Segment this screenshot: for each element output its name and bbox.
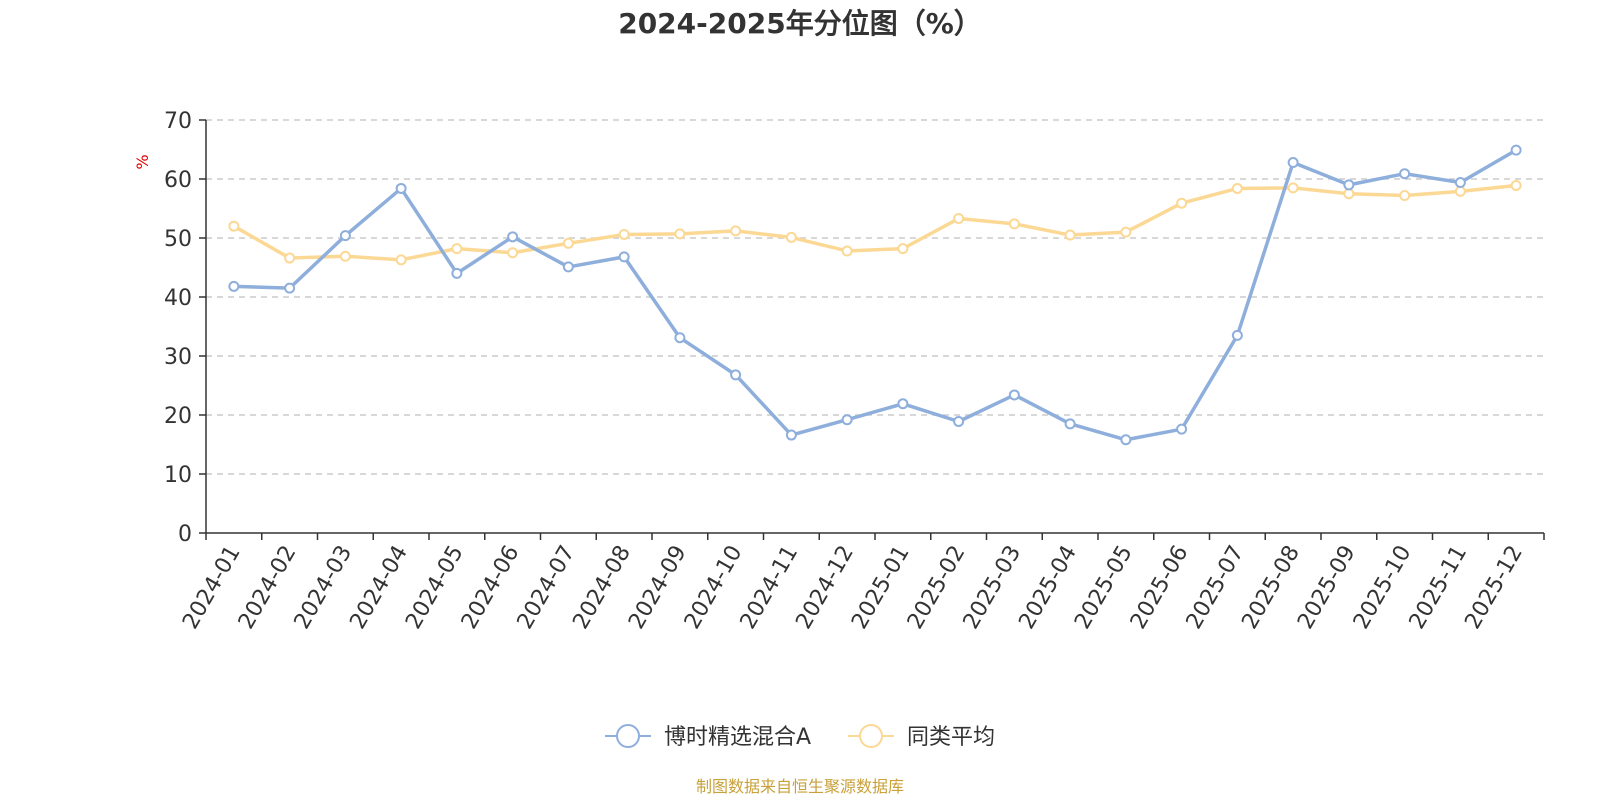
data-point[interactable] [1064, 418, 1076, 430]
axes: 0102030405060702024-012024-022024-032024… [164, 109, 1545, 633]
data-point[interactable] [562, 237, 574, 249]
series-layer [228, 144, 1522, 446]
data-point[interactable] [953, 213, 965, 225]
data-point[interactable] [1120, 226, 1132, 238]
data-point[interactable] [618, 228, 630, 240]
series-2 [228, 179, 1522, 266]
data-point[interactable] [730, 369, 742, 381]
series-1 [228, 144, 1522, 446]
data-point[interactable] [451, 267, 463, 279]
data-point[interactable] [618, 251, 630, 263]
data-point[interactable] [897, 243, 909, 255]
data-point[interactable] [785, 429, 797, 441]
data-point[interactable] [1008, 218, 1020, 230]
data-point[interactable] [507, 231, 519, 243]
data-point[interactable] [841, 245, 853, 257]
data-point[interactable] [395, 254, 407, 266]
data-point[interactable] [395, 182, 407, 194]
data-point[interactable] [507, 247, 519, 259]
data-point[interactable] [228, 220, 240, 232]
data-point[interactable] [674, 228, 686, 240]
y-tick-label: 10 [164, 463, 192, 488]
data-point[interactable] [339, 250, 351, 262]
data-point[interactable] [730, 225, 742, 237]
grid-lines [206, 119, 1544, 475]
data-point[interactable] [1287, 156, 1299, 168]
data-point[interactable] [228, 280, 240, 292]
legend-label: 博时精选混合A [664, 725, 811, 750]
data-point[interactable] [785, 231, 797, 243]
data-point[interactable] [1008, 389, 1020, 401]
data-point[interactable] [284, 282, 296, 294]
data-point[interactable] [1064, 229, 1076, 241]
y-tick-label: 40 [164, 286, 192, 311]
data-source-note: 制图数据来自恒生聚源数据库 [696, 777, 904, 796]
data-point[interactable] [1510, 144, 1522, 156]
data-point[interactable] [674, 332, 686, 344]
data-point[interactable] [1176, 197, 1188, 209]
chart-title: 2024-2025年分位图（%） [618, 7, 982, 40]
series-line-2 [232, 183, 1518, 262]
data-point[interactable] [1454, 177, 1466, 189]
legend-marker [616, 724, 640, 748]
data-point[interactable] [339, 230, 351, 242]
y-tick-label: 0 [178, 522, 192, 547]
data-point[interactable] [1510, 179, 1522, 191]
legend[interactable]: 博时精选混合A 同类平均 [605, 724, 995, 750]
data-point[interactable] [1454, 185, 1466, 197]
y-tick-label: 30 [164, 345, 192, 370]
data-point[interactable] [953, 415, 965, 427]
legend-marker [859, 724, 883, 748]
y-axis-unit: % [133, 154, 152, 169]
data-point[interactable] [841, 414, 853, 426]
legend-label: 同类平均 [907, 725, 995, 750]
data-point[interactable] [284, 252, 296, 264]
y-tick-label: 70 [164, 109, 192, 134]
data-point[interactable] [1176, 423, 1188, 435]
data-point[interactable] [451, 243, 463, 255]
data-point[interactable] [1343, 188, 1355, 200]
series-line-1 [232, 148, 1518, 442]
data-point[interactable] [897, 398, 909, 410]
data-point[interactable] [1399, 168, 1411, 180]
legend-item-2[interactable]: 同类平均 [848, 724, 995, 750]
y-tick-label: 20 [164, 404, 192, 429]
data-point[interactable] [1120, 434, 1132, 446]
data-point[interactable] [1343, 179, 1355, 191]
data-point[interactable] [1287, 182, 1299, 194]
y-tick-label: 50 [164, 227, 192, 252]
data-point[interactable] [1231, 182, 1243, 194]
legend-item-1[interactable]: 博时精选混合A [605, 724, 811, 750]
y-tick-label: 60 [164, 168, 192, 193]
data-point[interactable] [1231, 329, 1243, 341]
data-point[interactable] [1399, 190, 1411, 202]
data-point[interactable] [562, 261, 574, 273]
